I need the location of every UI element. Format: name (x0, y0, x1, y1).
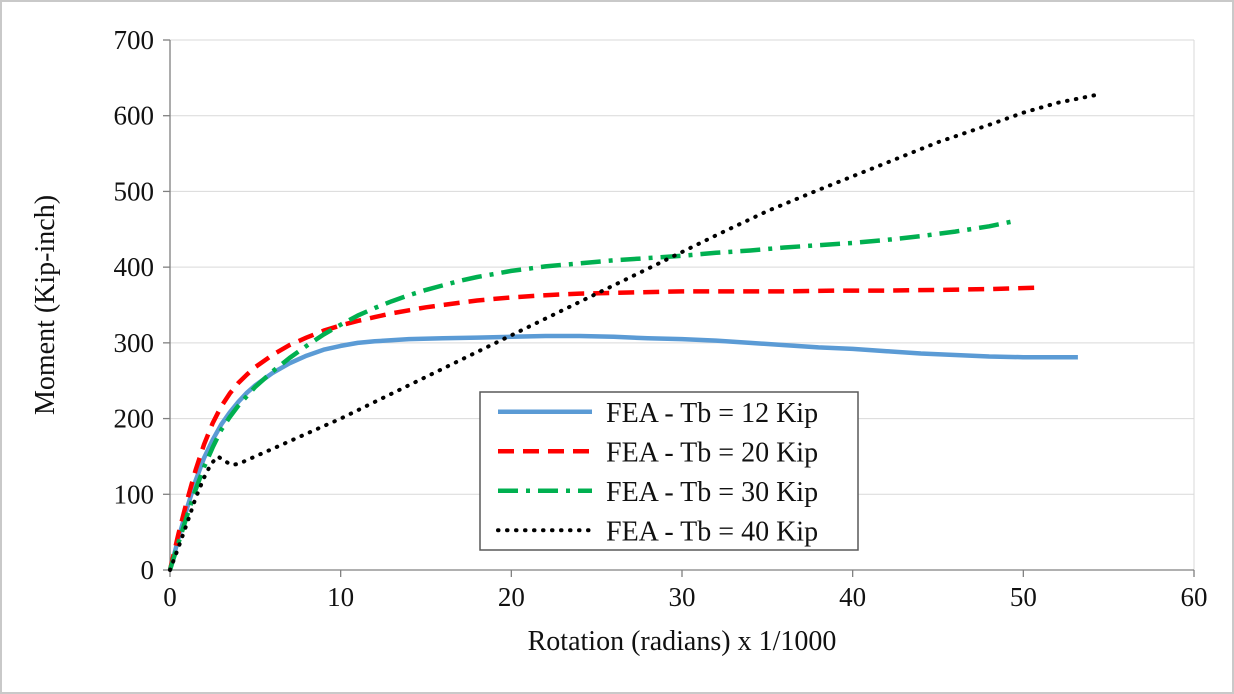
legend-box (479, 391, 859, 551)
x-tick-label-50: 50 (1010, 582, 1037, 612)
x-axis-title: Rotation (radians) x 1/1000 (528, 626, 837, 657)
x-tick-label-60: 60 (1181, 582, 1208, 612)
series-line-4 (168, 92, 1101, 572)
y-tick-label-200: 200 (114, 404, 155, 434)
legend: FEA - Tb = 12 Kip FEA - Tb = 20 Kip FEA - … (479, 391, 859, 551)
y-tick-label-400: 400 (114, 252, 155, 282)
x-tick-label-20: 20 (498, 582, 525, 612)
y-tick-label-100: 100 (114, 479, 155, 509)
series-line-3 (167, 218, 1016, 571)
x-tick-label-30: 30 (669, 582, 696, 612)
y-tick-label-0: 0 (141, 555, 155, 585)
series-lines (167, 92, 1101, 572)
legend-label-2: FEA - Tb = 20 Kip (606, 437, 818, 468)
y-axis-title: Moment (Kip-inch) (30, 195, 61, 415)
legend-label-1: FEA - Tb = 12 Kip (606, 398, 818, 429)
legend-label-3: FEA - Tb = 30 Kip (606, 477, 818, 508)
legend-label-4: FEA - Tb = 40 Kip (606, 516, 818, 547)
x-tick-label-0: 0 (163, 582, 177, 612)
series-line-2 (167, 285, 1041, 571)
y-tick-label-300: 300 (114, 328, 155, 358)
x-tick-label-40: 40 (839, 582, 866, 612)
x-tick-label-10: 10 (327, 582, 354, 612)
y-tick-label-500: 500 (114, 176, 155, 206)
y-tick-label-600: 600 (114, 101, 155, 131)
series-line-1 (167, 333, 1078, 571)
y-tick-label-700: 700 (114, 25, 155, 55)
